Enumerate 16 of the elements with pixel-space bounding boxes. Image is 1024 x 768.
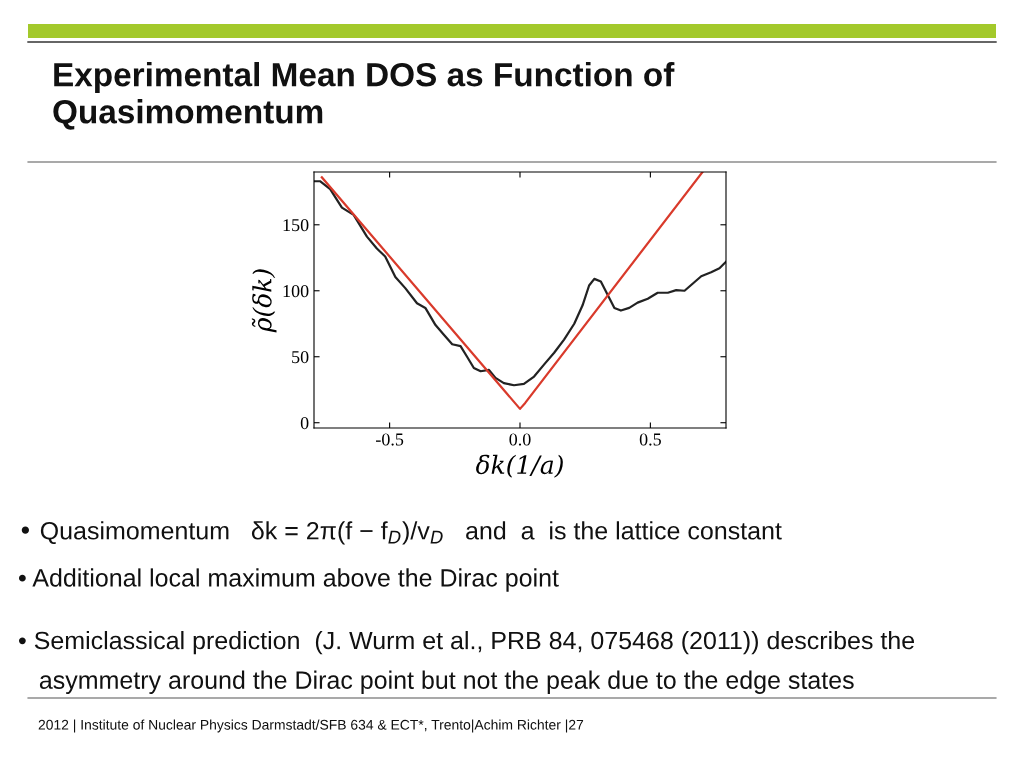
x-axis-title: δk(1/a) <box>476 454 563 478</box>
y-axis-title: ρ̃(δk) <box>251 269 277 333</box>
text: • Quasimomentum δk = 2π(f − f$_{D}$)/v$_{D}$ and a is the lattice constant <box>21 521 782 545</box>
text: 2012 | Institute of Nuclear Physics Darmstadt/SFB 634 & ECT*, Trento|Achim Richter |27 <box>38 719 584 733</box>
line-series <box>314 180 726 387</box>
y-tick-label: 100 <box>283 285 309 298</box>
x-tick-label: 0.0 <box>509 433 531 446</box>
y-tick-label: 150 <box>283 219 309 232</box>
chart-title: Experimental Mean DOS as Function of Quasimomentum <box>53 62 675 130</box>
x-tick-label: -0.5 <box>376 433 404 446</box>
y-tick-label: 0 <box>300 416 309 430</box>
text: • Semiclassical prediction (J. Wurm et al., PRB 84, 075468 (2011)) describes the asymmetry around the Dirac point but not the peak due to the edge states <box>18 631 915 694</box>
text: • Additional local maximum above the Dirac point <box>18 568 559 592</box>
line-series <box>320 172 704 410</box>
y-tick-label: 50 <box>292 351 309 364</box>
x-tick-label: 0.5 <box>639 433 661 446</box>
